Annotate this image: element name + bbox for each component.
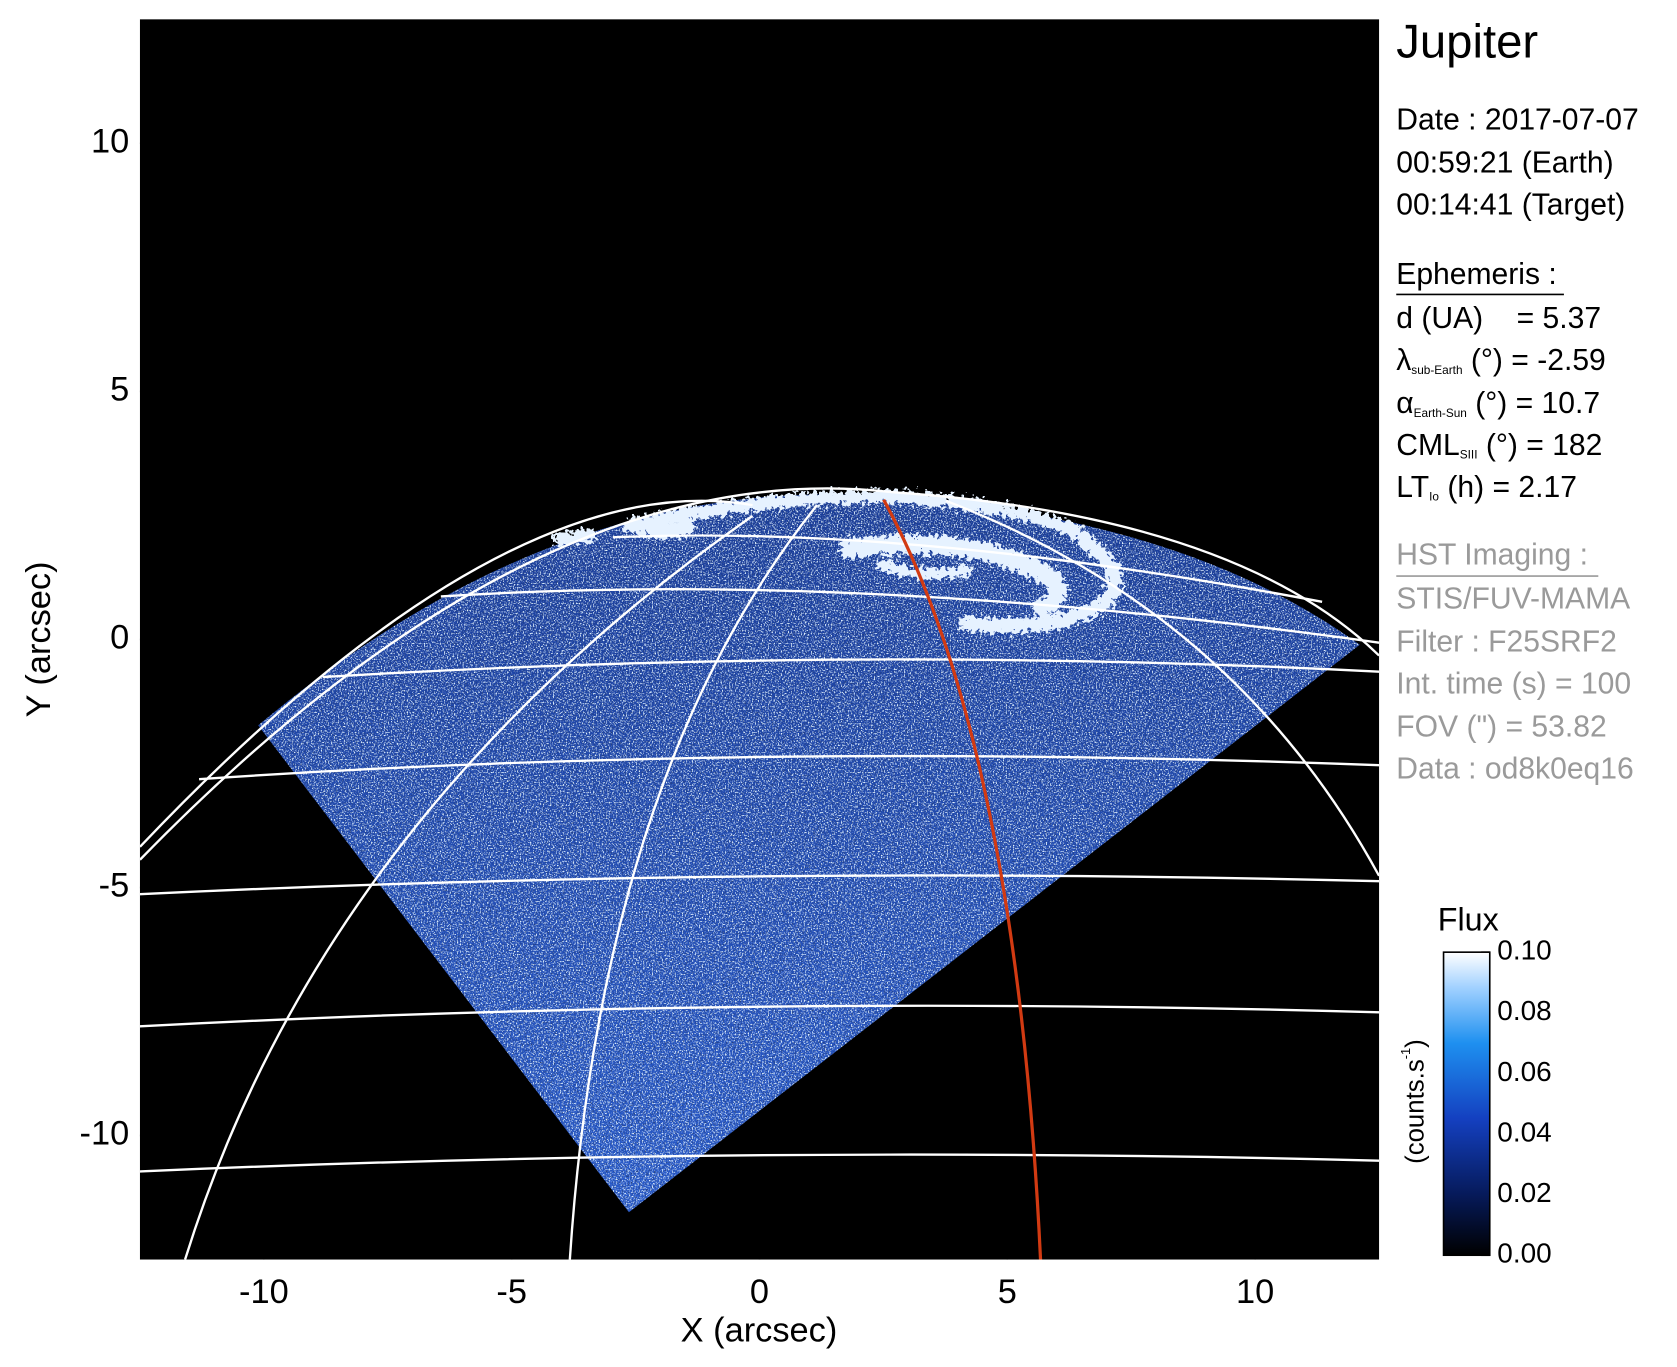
ephemeris-line: CMLSIII (°) = 182	[1396, 429, 1602, 462]
axes: -10 -5 0 5 10 -10 -5 0 5 10 0.00 0.02 0.04 0.06 0.08 0.…	[80, 122, 1552, 1311]
symbol: λ	[1396, 344, 1411, 377]
value-text: (°) = 182	[1478, 429, 1603, 462]
colorbar-title: Flux	[1438, 902, 1499, 938]
x-tick-label: 0	[750, 1273, 769, 1311]
section-heading: Ephemeris :	[1396, 258, 1556, 291]
colorbar-label: (counts.s-1)	[1398, 1039, 1429, 1164]
subscript: Io	[1429, 490, 1439, 504]
date-line: 00:59:21 (Earth)	[1396, 146, 1613, 179]
value-text: (°) = 10.7	[1467, 387, 1600, 420]
central-meridian	[882, 498, 1043, 1260]
colorbar-tick-label: 0.06	[1497, 1056, 1551, 1087]
section-heading: HST Imaging :	[1396, 539, 1588, 572]
y-tick-label: 5	[110, 370, 129, 408]
ephemeris-line: LTIo (h) = 2.17	[1396, 471, 1577, 504]
subscript: Earth-Sun	[1414, 406, 1467, 420]
date-line: 00:14:41 (Target)	[1396, 188, 1625, 221]
lat-lon-grid	[139, 487, 1380, 1260]
value-text: (h) = 2.17	[1439, 471, 1577, 504]
y-tick-label: -10	[80, 1115, 130, 1153]
info-panel: Jupiter Date : 2017-07-07 00:59:21 (Eart…	[1396, 16, 1639, 786]
image	[139, 487, 1380, 1260]
colorbar: Flux (counts.s-1)	[1398, 902, 1499, 1257]
x-tick-label: -10	[239, 1273, 289, 1311]
y-tick-label: 10	[91, 122, 129, 160]
colorbar-tick-label: 0.10	[1497, 935, 1551, 966]
label-end: )	[1401, 1039, 1429, 1048]
colorbar-tick-label: 0.00	[1497, 1238, 1551, 1269]
planet-title: Jupiter	[1396, 16, 1538, 69]
value-text: (°) = -2.59	[1463, 344, 1606, 377]
colorbar-ramp	[1442, 951, 1491, 1257]
y-axis-label: Y (arcsec)	[20, 561, 58, 717]
y-tick-label: 0	[110, 619, 129, 657]
colorbar-tick-label: 0.02	[1497, 1177, 1551, 1208]
hst-line: Int. time (s) = 100	[1396, 668, 1631, 701]
x-tick-label: -5	[496, 1273, 527, 1311]
symbol: LT	[1396, 471, 1429, 504]
x-axis-label: X (arcsec)	[681, 1312, 838, 1350]
hst-line: Data : od8k0eq16	[1396, 753, 1633, 786]
superscript: -1	[1398, 1048, 1413, 1059]
colorbar-tick-label: 0.04	[1497, 1116, 1551, 1147]
symbol: CML	[1396, 429, 1460, 462]
hst-line: FOV (") = 53.82	[1396, 711, 1606, 744]
x-tick-label: 5	[998, 1273, 1017, 1311]
colorbar-tick-label: 0.08	[1497, 995, 1551, 1026]
subscript: sub-Earth	[1411, 363, 1462, 377]
date-line: Date : 2017-07-07	[1396, 103, 1638, 136]
hst-line: Filter : F25SRF2	[1396, 626, 1617, 659]
y-tick-label: -5	[99, 867, 130, 905]
hst-line: STIS/FUV-MAMA	[1396, 583, 1630, 616]
label-text: (counts.s	[1401, 1059, 1429, 1164]
ephemeris-line: λsub-Earth (°) = -2.59	[1396, 344, 1606, 377]
ephemeris-line: d (UA) = 5.37	[1396, 302, 1601, 335]
ephemeris-line: αEarth-Sun (°) = 10.7	[1396, 387, 1600, 420]
subscript: SIII	[1460, 448, 1478, 462]
x-tick-label: 10	[1236, 1273, 1274, 1311]
symbol: α	[1396, 387, 1413, 420]
noise-bright	[258, 494, 1360, 1213]
